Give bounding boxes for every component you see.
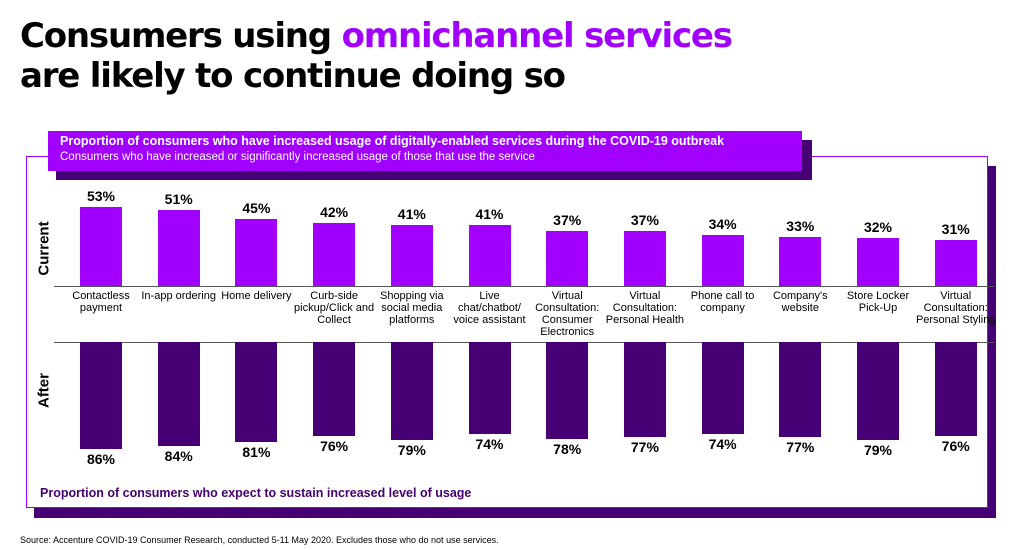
after-value-label: 86% (86, 450, 116, 467)
category-label: Live chat/chatbot/ voice assistant (453, 290, 526, 326)
current-value-label: 34% (708, 216, 737, 232)
current-value-label: 51% (164, 190, 193, 207)
after-bar (934, 342, 977, 437)
chart-banner: Proportion of consumers who have increas… (48, 131, 802, 171)
after-bar (546, 342, 589, 439)
after-value-label: 79% (397, 441, 426, 458)
after-bar (623, 342, 666, 438)
row-label-current: Current (35, 221, 53, 276)
after-bar (157, 342, 200, 447)
after-bar (313, 342, 356, 437)
title-line-2: are likely to continue doing so (20, 56, 566, 96)
current-value-label: 53% (86, 187, 116, 204)
after-value-label: 78% (553, 440, 582, 457)
category-label: Shopping via social media platforms (379, 290, 444, 326)
current-value-label: 42% (320, 204, 349, 220)
after-bar (701, 342, 744, 434)
after-value-label: 77% (786, 439, 815, 456)
page-title: Consumers using omnichannel services are… (20, 16, 733, 96)
current-value-label: 33% (786, 217, 815, 234)
after-axis-line (54, 342, 994, 343)
after-bar (235, 342, 278, 443)
after-bar (857, 342, 899, 440)
after-bar (779, 342, 822, 438)
current-bar (313, 223, 356, 286)
current-bar (157, 209, 200, 286)
category-label: Curb-side pickup/Click and Collect (294, 290, 375, 326)
current-bar (857, 238, 899, 286)
banner-subtitle: Consumers who have increased or signific… (60, 151, 535, 163)
current-bar (390, 224, 433, 286)
source-note: Source: Accenture COVID-19 Consumer Rese… (20, 535, 499, 545)
category-label: Contactless payment (72, 290, 130, 314)
category-label: Virtual Consultation: Personal Styling (915, 290, 996, 326)
category-label: Phone call to company (690, 290, 755, 314)
current-value-label: 37% (553, 211, 582, 228)
after-bar (468, 342, 511, 434)
after-value-label: 74% (475, 435, 504, 452)
current-bar (546, 230, 589, 286)
category-label: Store Locker Pick-Up (846, 290, 910, 314)
current-value-label: 32% (863, 219, 893, 235)
after-value-label: 76% (320, 438, 349, 455)
title-part-1: Consumers using (20, 16, 342, 56)
category-label: Company's website (772, 290, 828, 314)
current-bar (468, 224, 511, 286)
current-value-label: 45% (242, 199, 271, 216)
after-value-label: 76% (941, 438, 970, 455)
current-bar (235, 218, 278, 286)
current-value-label: 41% (475, 205, 504, 222)
after-value-label: 79% (863, 441, 893, 458)
after-value-label: 84% (164, 448, 193, 465)
banner-title: Proportion of consumers who have increas… (60, 134, 725, 148)
category-label: Home delivery (221, 290, 292, 302)
after-value-label: 81% (242, 444, 271, 461)
category-label: Virtual Consultation: Consumer Electroni… (535, 290, 600, 338)
after-value-label: 77% (630, 439, 659, 456)
current-bar (623, 230, 666, 286)
current-value-label: 37% (630, 211, 659, 228)
category-label: Virtual Consultation: Personal Health (605, 290, 685, 326)
current-axis-line (54, 286, 994, 287)
after-value-label: 74% (708, 435, 737, 452)
current-value-label: 31% (941, 220, 970, 237)
current-value-label: 41% (397, 205, 426, 222)
category-label: In-app ordering (141, 290, 216, 302)
after-bar (80, 342, 122, 449)
current-bar (80, 206, 122, 286)
title-line-1: Consumers using omnichannel services (20, 16, 733, 56)
title-accent: omnichannel services (341, 16, 733, 56)
current-bar (934, 239, 977, 286)
current-bar (779, 236, 822, 286)
after-bar (390, 342, 433, 440)
current-bar (701, 235, 744, 286)
row-label-after: After (35, 373, 53, 409)
bottom-caption: Proportion of consumers who expect to su… (40, 486, 472, 500)
